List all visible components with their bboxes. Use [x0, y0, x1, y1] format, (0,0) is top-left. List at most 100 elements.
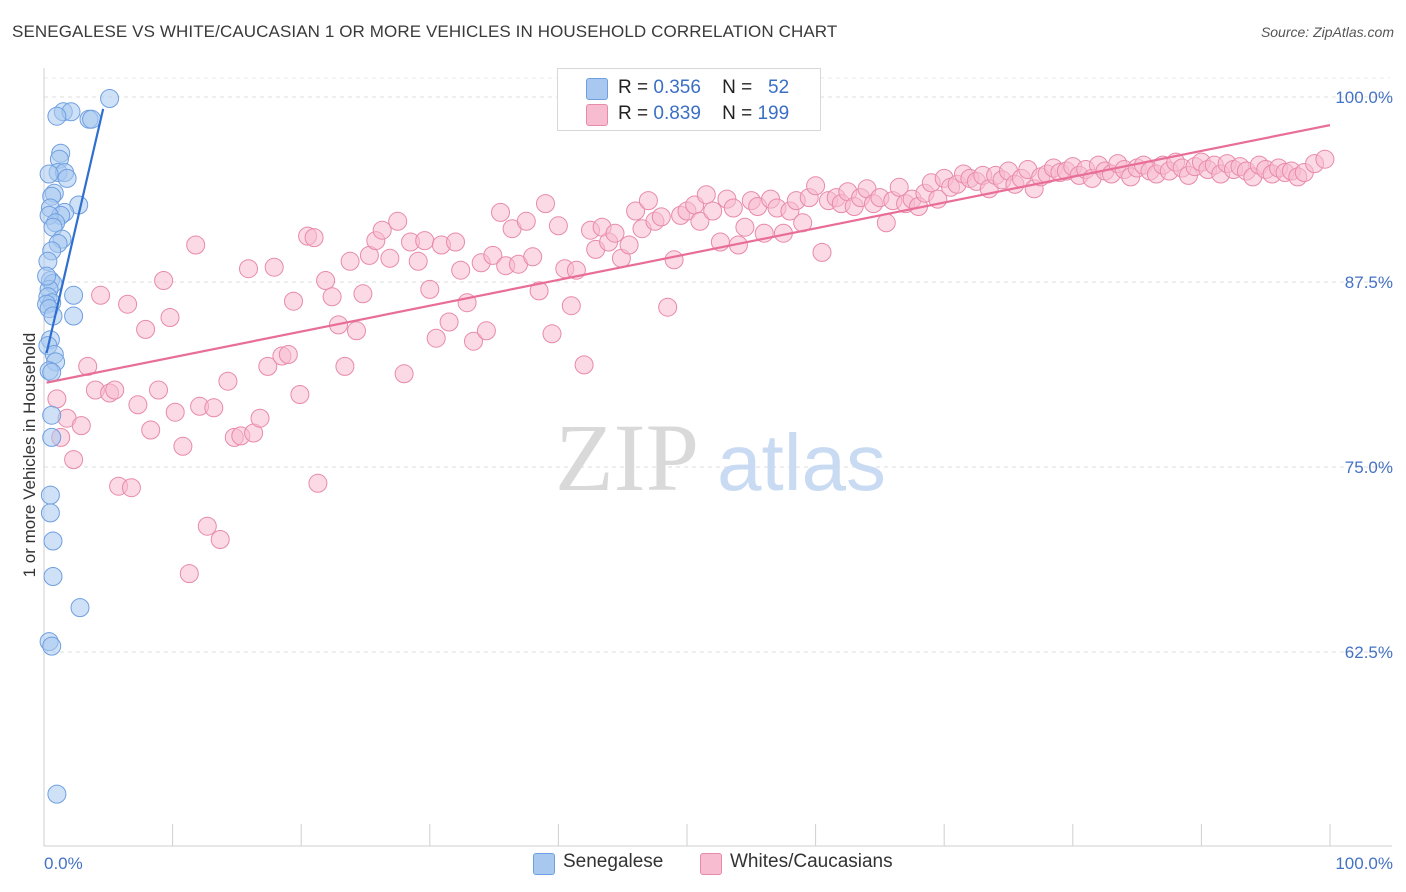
data-point — [42, 636, 62, 656]
data-point — [372, 220, 392, 240]
data-point — [57, 168, 77, 188]
data-point — [548, 216, 568, 236]
data-point — [651, 207, 671, 227]
data-point — [735, 217, 755, 237]
data-point — [446, 232, 465, 252]
data-point — [47, 389, 67, 409]
bottom-legend-label-senegalese: Senegalese — [563, 851, 664, 872]
data-point — [179, 564, 199, 584]
legend-swatch-senegalese — [586, 78, 608, 100]
data-point — [574, 355, 594, 375]
data-point — [806, 176, 826, 196]
legend-n-value: 52 — [768, 77, 790, 98]
data-point — [43, 567, 63, 586]
legend-r-value: 0.839 — [653, 103, 701, 124]
bottom-legend-swatch-whites — [700, 853, 722, 875]
data-point — [186, 235, 206, 255]
series-whites-caucasians — [47, 149, 1335, 584]
data-point — [415, 231, 435, 251]
data-point — [71, 416, 91, 436]
x-tick-labels: 0.0% 100.0% — [44, 854, 1393, 873]
watermark-zip: ZIP — [555, 404, 699, 511]
data-point — [264, 257, 284, 277]
data-point — [1315, 149, 1335, 169]
stats-legend: R = 0.356 N = 52 R = 0.839 N = 199 — [557, 68, 821, 131]
data-point — [394, 364, 414, 384]
data-point — [64, 285, 84, 305]
data-point — [536, 194, 555, 214]
series-senegalese — [37, 89, 120, 804]
data-point — [347, 321, 366, 341]
data-point — [316, 271, 336, 290]
source-label: Source: ZipAtlas.com — [1260, 24, 1394, 40]
data-point — [43, 531, 63, 551]
data-point — [47, 784, 67, 804]
data-point — [426, 328, 446, 348]
data-point — [605, 223, 625, 243]
data-point — [451, 260, 471, 280]
data-points — [37, 89, 1335, 804]
data-point — [258, 356, 278, 376]
bottom-legend-label-whites: Whites/Caucasians — [730, 851, 893, 872]
data-point — [561, 296, 581, 316]
data-point — [658, 297, 678, 317]
data-point — [889, 177, 909, 197]
data-point — [136, 319, 156, 339]
data-point — [690, 211, 710, 231]
legend-n-label: N = — [722, 103, 753, 124]
data-point — [284, 291, 303, 311]
data-point — [250, 408, 270, 428]
y-tick-labels: 62.5% 75.0% 87.5% 100.0% — [1335, 88, 1393, 662]
data-point — [47, 106, 67, 126]
legend-r-label: R = — [618, 77, 649, 98]
data-point — [70, 598, 90, 618]
data-point — [523, 247, 543, 267]
y-tick-label: 75.0% — [1345, 458, 1393, 477]
x-tick-label-max: 100.0% — [1335, 854, 1393, 873]
legend-r-label: R = — [618, 103, 649, 124]
data-point — [638, 191, 658, 211]
legend-r-value: 0.356 — [653, 77, 701, 98]
x-tick-label-min: 0.0% — [44, 854, 83, 873]
data-point — [408, 251, 428, 271]
data-point — [42, 362, 62, 382]
data-point — [476, 321, 496, 341]
data-point — [542, 324, 562, 344]
legend-n-value: 199 — [757, 103, 790, 124]
data-point — [149, 380, 168, 400]
data-point — [388, 211, 408, 231]
data-point — [204, 398, 224, 418]
data-point — [160, 308, 180, 327]
data-point — [165, 402, 185, 422]
y-tick-label: 87.5% — [1345, 273, 1393, 292]
trend-line-1 — [46, 124, 1331, 384]
data-point — [420, 279, 440, 299]
data-point — [91, 285, 111, 305]
data-point — [210, 530, 230, 549]
trend-lines — [45, 108, 1331, 384]
data-point — [100, 89, 120, 108]
data-point — [696, 185, 716, 205]
data-point — [664, 250, 684, 270]
data-point — [141, 420, 161, 440]
data-point — [335, 356, 355, 376]
data-point — [40, 503, 60, 523]
data-point — [516, 211, 536, 231]
data-point — [626, 201, 646, 221]
data-point — [483, 245, 503, 265]
data-point — [290, 385, 310, 404]
data-point — [464, 331, 483, 351]
y-axis-label: 1 or more Vehicles in Household — [20, 332, 39, 578]
data-point — [64, 306, 84, 326]
data-point — [340, 251, 360, 271]
data-point — [491, 202, 510, 222]
watermark-atlas: atlas — [717, 418, 886, 507]
data-point — [82, 109, 102, 129]
data-point — [173, 436, 193, 456]
data-point — [322, 287, 342, 307]
data-point — [703, 201, 723, 221]
data-point — [40, 485, 60, 505]
data-point — [118, 294, 138, 314]
data-point — [239, 259, 258, 279]
